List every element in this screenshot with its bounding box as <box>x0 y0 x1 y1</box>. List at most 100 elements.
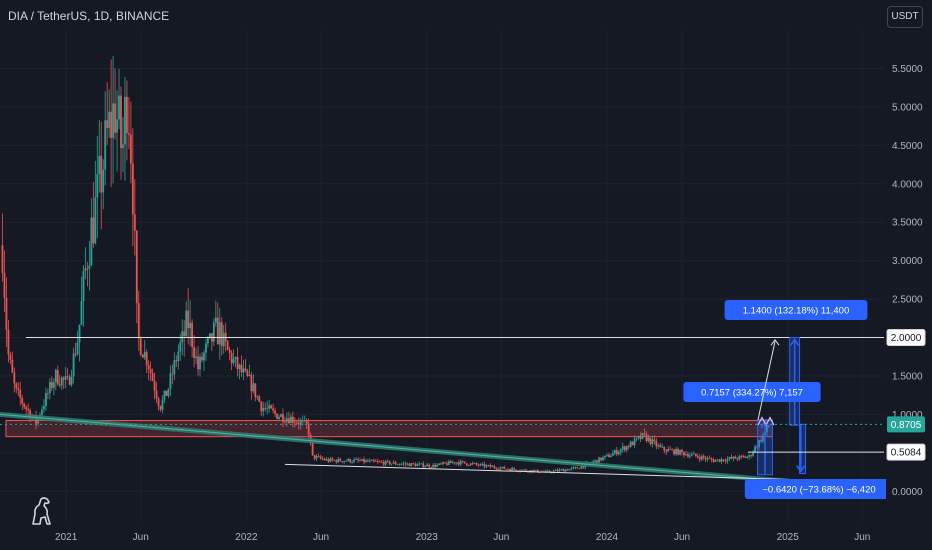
currency-button[interactable]: USDT <box>887 6 923 28</box>
price-range-measurements[interactable]: 1.1400 (132.18%) 11,400 0.7157 (334.27%) … <box>683 300 894 499</box>
tradingview-dino-icon[interactable] <box>30 496 56 526</box>
candle-body <box>62 377 65 380</box>
trendlines[interactable] <box>0 411 798 485</box>
candle-body <box>552 470 555 473</box>
candle-body <box>473 463 476 464</box>
candle-body <box>459 461 462 465</box>
candle-body <box>611 453 614 456</box>
level-price-label: 0.5084 <box>891 448 922 459</box>
candle-body <box>532 470 535 472</box>
candle-body <box>258 396 261 402</box>
time-tick-label: 2021 <box>55 532 78 543</box>
candle-body <box>372 459 375 462</box>
candle-body <box>554 469 557 471</box>
current-price-label: 0.8705 <box>891 420 922 431</box>
candle-body <box>568 469 571 471</box>
candle-body <box>732 456 735 459</box>
candle-body <box>100 155 103 193</box>
candle-body <box>58 384 61 386</box>
candle-body <box>635 437 638 439</box>
candle-body <box>151 372 154 381</box>
candle-body <box>124 96 126 145</box>
candle-body <box>335 460 338 463</box>
candle-body <box>422 463 425 467</box>
channel-trendline-edge <box>0 413 798 483</box>
price-axis[interactable]: 0.00000.50001.00001.50002.00002.50003.00… <box>886 0 932 550</box>
candle-body <box>392 462 395 464</box>
candle-body <box>673 449 676 455</box>
candle-body <box>424 466 427 467</box>
candle-body <box>746 456 749 458</box>
candle-body <box>562 469 565 472</box>
candle-body <box>27 408 30 411</box>
candle-body <box>222 332 225 347</box>
candle-body <box>679 449 681 455</box>
candle-body <box>432 464 435 468</box>
candle-body <box>752 452 755 456</box>
candle-body <box>207 337 209 344</box>
candle-body <box>163 390 166 400</box>
candle-body <box>127 133 130 135</box>
candle-body <box>509 469 512 471</box>
candle-body <box>141 354 144 358</box>
candle-body <box>716 459 719 461</box>
candle-body <box>712 459 715 462</box>
candle-body <box>159 406 162 410</box>
candle-body <box>619 449 622 452</box>
candle-body <box>600 457 602 461</box>
candle-body <box>582 466 585 468</box>
candle-body <box>426 464 429 467</box>
candle-body <box>382 462 385 465</box>
measure-label-bg <box>683 382 821 402</box>
candle-body <box>145 351 148 366</box>
candle-body <box>564 469 567 472</box>
candle-body <box>23 403 26 408</box>
price-tick-label: 2.5000 <box>892 295 923 306</box>
candle-body <box>420 463 423 465</box>
candle-body <box>88 265 91 269</box>
candle-body <box>135 230 138 304</box>
candle-body <box>606 454 608 456</box>
candle-body <box>197 356 199 370</box>
candle-body <box>48 382 51 394</box>
candle-body <box>453 462 456 464</box>
candle-body <box>444 462 446 464</box>
candle-body <box>633 438 636 446</box>
candle-body <box>461 461 464 462</box>
candle-body <box>133 214 136 231</box>
candle-body <box>653 439 656 442</box>
time-axis[interactable]: 2021 Jun 2022 Jun 2023 Jun 2024 Jun 2025 Jun <box>55 532 870 543</box>
candle-body <box>363 459 365 463</box>
time-tick-label: 2024 <box>596 532 619 543</box>
candle-body <box>404 463 407 465</box>
candle-body <box>655 441 658 447</box>
candle-body <box>661 446 664 448</box>
candle-body <box>112 103 114 138</box>
candle-body <box>475 463 478 465</box>
candle-body <box>400 463 403 465</box>
candle-body <box>307 423 310 435</box>
candle-body <box>78 324 81 343</box>
candle-body <box>602 457 604 461</box>
candle-body <box>758 439 760 448</box>
candle-body <box>29 410 32 419</box>
candlestick-series <box>1 56 770 474</box>
candle-body <box>353 459 355 462</box>
price-tags: 2.0000 0.8705 0.5084 <box>0 329 926 461</box>
candle-body <box>60 377 63 386</box>
candle-body <box>41 409 43 415</box>
symbol-title[interactable]: DIA / TetherUS, 1D, BINANCE <box>8 9 170 23</box>
candle-body <box>238 364 241 370</box>
candle-body <box>122 144 124 148</box>
candle-body <box>546 470 549 472</box>
candle-body <box>572 467 575 469</box>
candle-body <box>503 466 506 469</box>
price-tick-label: 5.0000 <box>892 102 923 113</box>
candle-body <box>203 352 205 361</box>
candle-body <box>250 374 253 392</box>
candle-body <box>667 449 670 452</box>
candle-body <box>325 459 328 461</box>
candle-body <box>288 418 290 423</box>
candle-body <box>694 453 697 457</box>
